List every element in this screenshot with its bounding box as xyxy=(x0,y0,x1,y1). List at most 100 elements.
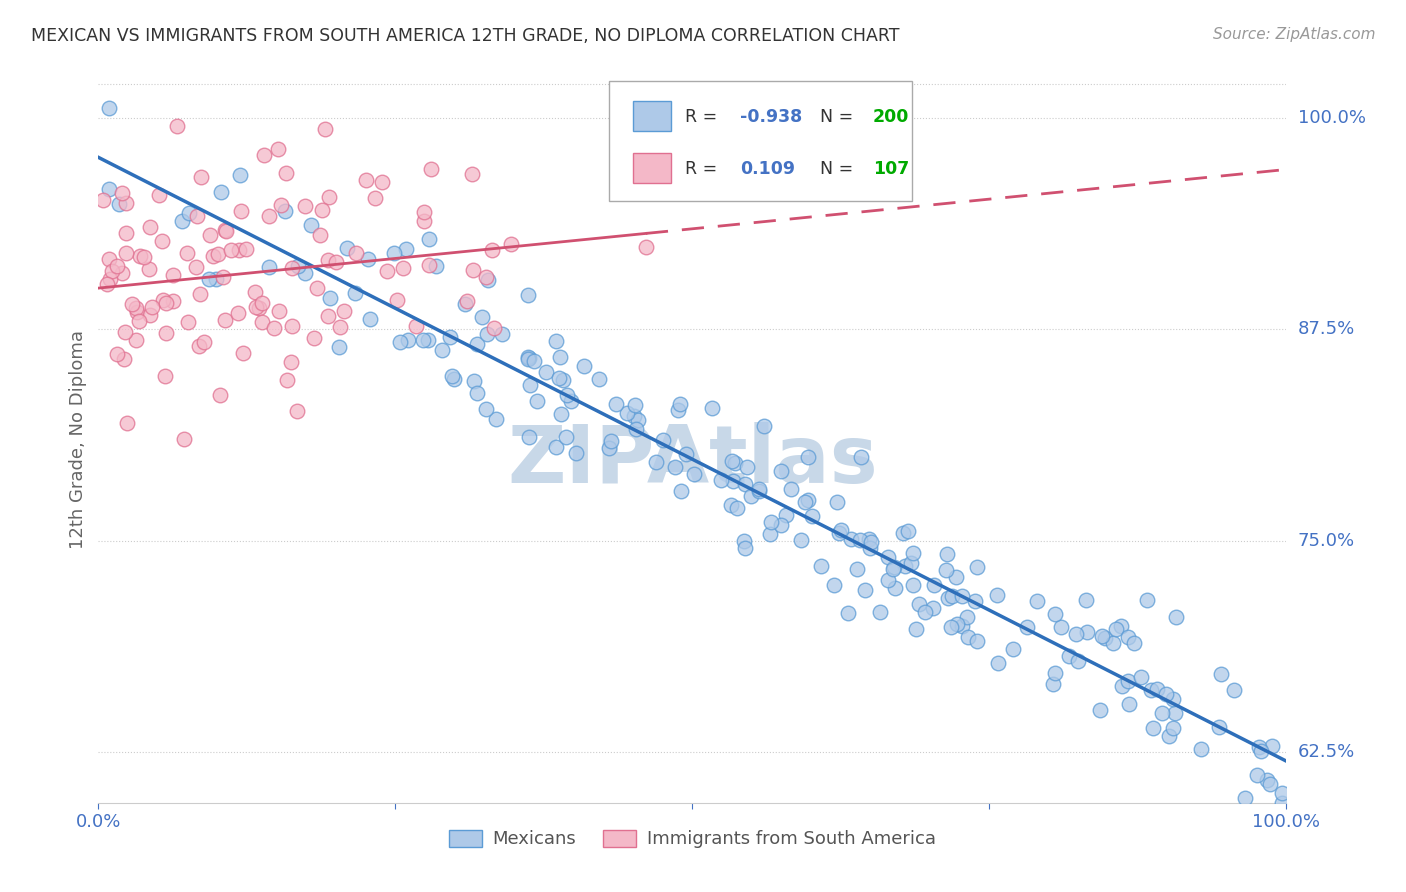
Point xyxy=(134,250,156,264)
Point xyxy=(474,270,496,285)
Point xyxy=(91,194,114,208)
Point xyxy=(128,249,150,263)
Point xyxy=(1157,729,1180,743)
Point xyxy=(111,266,134,280)
Point xyxy=(517,350,540,364)
Point xyxy=(475,326,498,341)
Point xyxy=(740,490,762,504)
Point xyxy=(845,562,868,576)
Point xyxy=(675,447,697,461)
Point xyxy=(231,204,253,219)
Point xyxy=(475,402,498,417)
Point xyxy=(219,244,242,258)
Point xyxy=(162,268,184,282)
Point xyxy=(461,168,484,182)
Point xyxy=(810,558,832,573)
Point xyxy=(209,185,232,199)
Point xyxy=(98,252,121,266)
FancyBboxPatch shape xyxy=(633,102,671,131)
Point xyxy=(877,573,900,587)
Point xyxy=(274,204,297,219)
Point xyxy=(825,495,848,509)
Point xyxy=(128,314,150,328)
Point xyxy=(287,259,309,273)
Point xyxy=(395,243,418,257)
Point xyxy=(891,525,914,540)
Point xyxy=(294,266,316,280)
Point xyxy=(1164,706,1187,721)
Text: 75.0%: 75.0% xyxy=(1298,532,1355,549)
Point xyxy=(139,308,162,322)
Point xyxy=(311,202,333,217)
Point xyxy=(710,473,733,487)
Point xyxy=(477,272,499,286)
Point xyxy=(1163,691,1185,706)
Point xyxy=(250,315,273,329)
Point xyxy=(734,541,756,556)
Point xyxy=(377,264,399,278)
Text: 62.5%: 62.5% xyxy=(1298,743,1355,761)
Point xyxy=(800,508,823,523)
Point xyxy=(1088,702,1111,716)
Point xyxy=(883,581,905,595)
Point xyxy=(1161,721,1184,735)
Point xyxy=(1136,592,1159,607)
Point xyxy=(202,249,225,263)
Point xyxy=(548,370,571,384)
Point xyxy=(391,261,413,276)
Point xyxy=(828,525,851,540)
Point xyxy=(141,300,163,314)
Point xyxy=(725,500,748,515)
Point xyxy=(1256,773,1278,788)
Point xyxy=(465,336,488,351)
Point xyxy=(329,319,352,334)
Point xyxy=(114,246,136,260)
Point xyxy=(859,541,882,556)
Point xyxy=(623,409,645,423)
Point xyxy=(155,326,177,340)
Point xyxy=(138,262,160,277)
Point xyxy=(302,331,325,345)
Point xyxy=(281,318,304,333)
Point xyxy=(226,306,249,320)
Point xyxy=(858,532,880,546)
Point xyxy=(443,372,465,386)
Point xyxy=(430,343,453,357)
Text: 100.0%: 100.0% xyxy=(1298,109,1365,127)
Point xyxy=(616,406,638,420)
Point xyxy=(294,199,316,213)
Point xyxy=(720,499,742,513)
Point xyxy=(359,312,381,326)
Point xyxy=(412,333,434,347)
Point xyxy=(125,333,148,347)
Point xyxy=(1142,721,1164,735)
Point xyxy=(499,236,522,251)
Text: 0.109: 0.109 xyxy=(740,161,794,178)
Point xyxy=(215,223,238,237)
Point xyxy=(733,534,755,549)
Text: 200: 200 xyxy=(873,108,910,126)
Point xyxy=(98,101,121,115)
Point xyxy=(155,295,177,310)
Point xyxy=(405,318,427,333)
Point xyxy=(281,260,304,275)
Point xyxy=(797,450,820,465)
Point xyxy=(396,333,419,347)
Point xyxy=(849,450,872,464)
Point xyxy=(214,312,236,326)
Point xyxy=(1043,607,1066,622)
Point xyxy=(205,272,228,286)
Point xyxy=(370,175,392,189)
Point xyxy=(198,272,221,286)
Point xyxy=(186,209,208,223)
Point xyxy=(1067,654,1090,668)
Point xyxy=(761,515,783,529)
Point xyxy=(387,293,409,307)
Text: MEXICAN VS IMMIGRANTS FROM SOUTH AMERICA 12TH GRADE, NO DIPLOMA CORRELATION CHAR: MEXICAN VS IMMIGRANTS FROM SOUTH AMERICA… xyxy=(31,27,900,45)
Point xyxy=(111,186,134,200)
Point xyxy=(1076,625,1098,640)
Point xyxy=(588,372,610,386)
Point xyxy=(150,234,173,248)
Point xyxy=(769,464,792,478)
Point xyxy=(950,589,973,603)
